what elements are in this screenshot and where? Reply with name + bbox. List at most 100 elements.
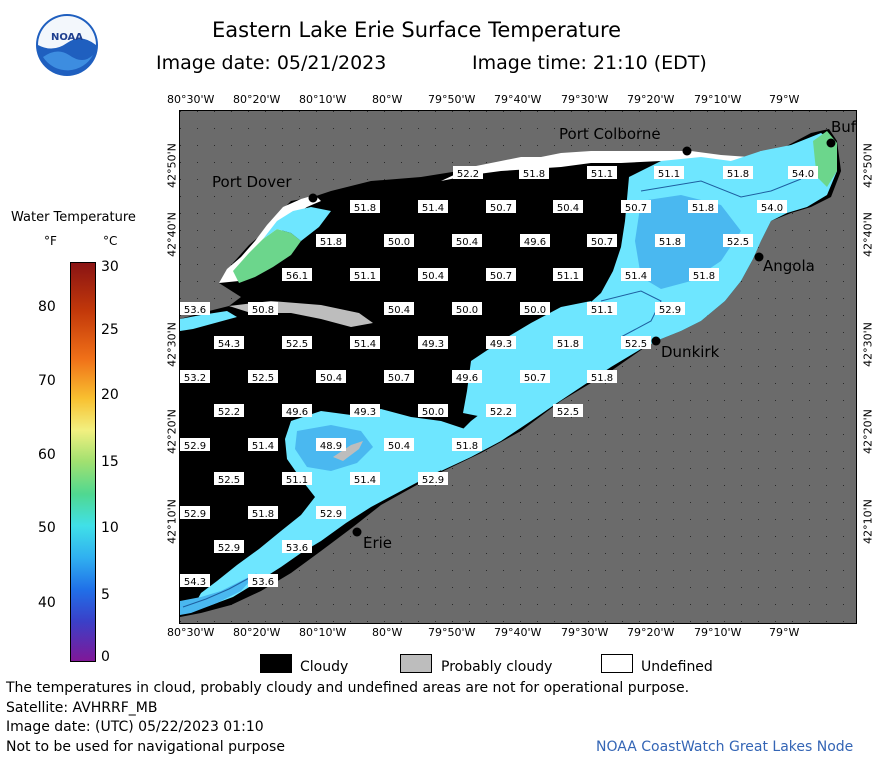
temperature-label: 52.9 [655, 302, 685, 316]
longitude-label: 80°30'W [167, 93, 215, 106]
svg-text:50.7: 50.7 [625, 203, 647, 214]
svg-text:49.3: 49.3 [354, 407, 376, 418]
svg-text:52.2: 52.2 [457, 169, 479, 180]
fahrenheit-tick: 60 [38, 447, 56, 463]
temperature-label: 52.5 [282, 336, 312, 350]
warm-water-port-dover [233, 229, 301, 283]
temperature-label: 49.6 [520, 234, 550, 248]
temperature-label: 51.4 [248, 438, 278, 452]
utc-date: Image date: (UTC) 05/22/2023 01:10 [6, 719, 264, 735]
temperature-label: 51.8 [452, 438, 482, 452]
longitude-label: 79°40'W [494, 93, 542, 106]
legend-unit-f: °F [44, 234, 57, 248]
latitude-label: 42°20'N [861, 409, 875, 454]
svg-text:54.3: 54.3 [184, 577, 206, 588]
temperature-label: 52.5 [723, 234, 753, 248]
city-markers [308, 138, 836, 537]
celsius-tick: 0 [101, 649, 110, 665]
disclaimer: The temperatures in cloud, probably clou… [6, 680, 690, 696]
svg-text:54.3: 54.3 [218, 339, 240, 350]
temperature-label: 51.8 [350, 200, 380, 214]
svg-text:52.9: 52.9 [218, 543, 240, 554]
celsius-tick: 10 [101, 520, 119, 536]
svg-text:50.7: 50.7 [524, 373, 546, 384]
place-port-dover: Port Dover [212, 173, 292, 191]
temperature-label: 54.3 [180, 574, 210, 588]
svg-text:51.1: 51.1 [591, 305, 613, 316]
svg-text:50.4: 50.4 [320, 373, 342, 384]
longitude-label: 79°10'W [694, 93, 742, 106]
svg-text:52.9: 52.9 [184, 509, 206, 520]
svg-text:50.4: 50.4 [456, 237, 478, 248]
celsius-tick: 25 [101, 322, 119, 338]
place-names: Port Colborne Buf Port Dover Angola Dunk… [212, 118, 856, 552]
svg-text:51.8: 51.8 [320, 237, 342, 248]
image-time: Image time: 21:10 (EDT) [472, 52, 707, 74]
temperature-label: 51.8 [553, 336, 583, 350]
celsius-tick: 20 [101, 387, 119, 403]
temperature-label: 50.4 [316, 370, 346, 384]
latitude-label: 42°10'N [861, 499, 875, 544]
key-cloudy-swatch [260, 654, 292, 673]
temperature-label: 54.0 [757, 200, 787, 214]
svg-text:49.6: 49.6 [286, 407, 308, 418]
temperature-label: 50.0 [418, 404, 448, 418]
fahrenheit-tick: 70 [38, 373, 56, 389]
temperature-label: 54.3 [214, 336, 244, 350]
latitude-label: 42°50'N [165, 143, 179, 188]
longitude-label: 80°W [372, 626, 403, 639]
svg-text:53.6: 53.6 [286, 543, 308, 554]
water-port-dover [263, 207, 331, 241]
svg-text:52.2: 52.2 [490, 407, 512, 418]
marker-buffalo [826, 138, 836, 148]
svg-text:51.8: 51.8 [693, 271, 715, 282]
water-southwest-edge [180, 311, 237, 331]
place-buffalo: Buf [831, 118, 856, 136]
latitude-label: 42°20'N [165, 409, 179, 454]
temperature-label: 52.5 [621, 336, 651, 350]
fahrenheit-tick: 40 [38, 595, 56, 611]
temperature-label: 50.0 [384, 234, 414, 248]
temperature-label: 51.8 [688, 200, 718, 214]
temperature-label: 52.9 [180, 506, 210, 520]
key-undefined-label: Undefined [641, 659, 713, 675]
colorbar [70, 262, 96, 662]
celsius-tick: 15 [101, 454, 119, 470]
temperature-label: 53.6 [180, 302, 210, 316]
svg-text:50.7: 50.7 [388, 373, 410, 384]
temperature-label: 49.6 [452, 370, 482, 384]
satellite-info: Satellite: AVHRRF_MB [6, 700, 158, 716]
marker-erie [352, 527, 362, 537]
svg-text:53.6: 53.6 [184, 305, 206, 316]
svg-text:52.5: 52.5 [625, 339, 647, 350]
svg-text:52.5: 52.5 [727, 237, 749, 248]
temperature-label: 52.9 [418, 472, 448, 486]
longitude-label: 79°20'W [627, 93, 675, 106]
longitude-label: 79°30'W [561, 626, 609, 639]
temperature-label: 53.6 [282, 540, 312, 554]
temperature-label: 51.4 [621, 268, 651, 282]
probably-cloudy-southwest [333, 441, 363, 461]
key-probably-cloudy-swatch [400, 654, 432, 673]
marker-port-dover [308, 193, 318, 203]
temperature-label: 51.8 [689, 268, 719, 282]
temperature-label: 51.1 [350, 268, 380, 282]
svg-text:50.0: 50.0 [388, 237, 410, 248]
svg-text:52.5: 52.5 [218, 475, 240, 486]
temperature-label: 50.7 [587, 234, 617, 248]
map-title: Eastern Lake Erie Surface Temperature [212, 18, 622, 42]
temperature-label: 51.4 [350, 472, 380, 486]
svg-text:51.4: 51.4 [354, 339, 376, 350]
place-dunkirk: Dunkirk [661, 343, 720, 361]
svg-text:51.4: 51.4 [252, 441, 274, 452]
temperature-label: 50.8 [248, 302, 278, 316]
temperature-label: 50.7 [486, 268, 516, 282]
latitude-label: 42°30'N [861, 322, 875, 367]
water-central [463, 301, 601, 417]
temperature-label: 52.2 [214, 404, 244, 418]
svg-text:51.8: 51.8 [727, 169, 749, 180]
temperature-label: 52.5 [248, 370, 278, 384]
logo-text: NOAA [51, 32, 83, 43]
celsius-tick: 5 [101, 587, 110, 603]
